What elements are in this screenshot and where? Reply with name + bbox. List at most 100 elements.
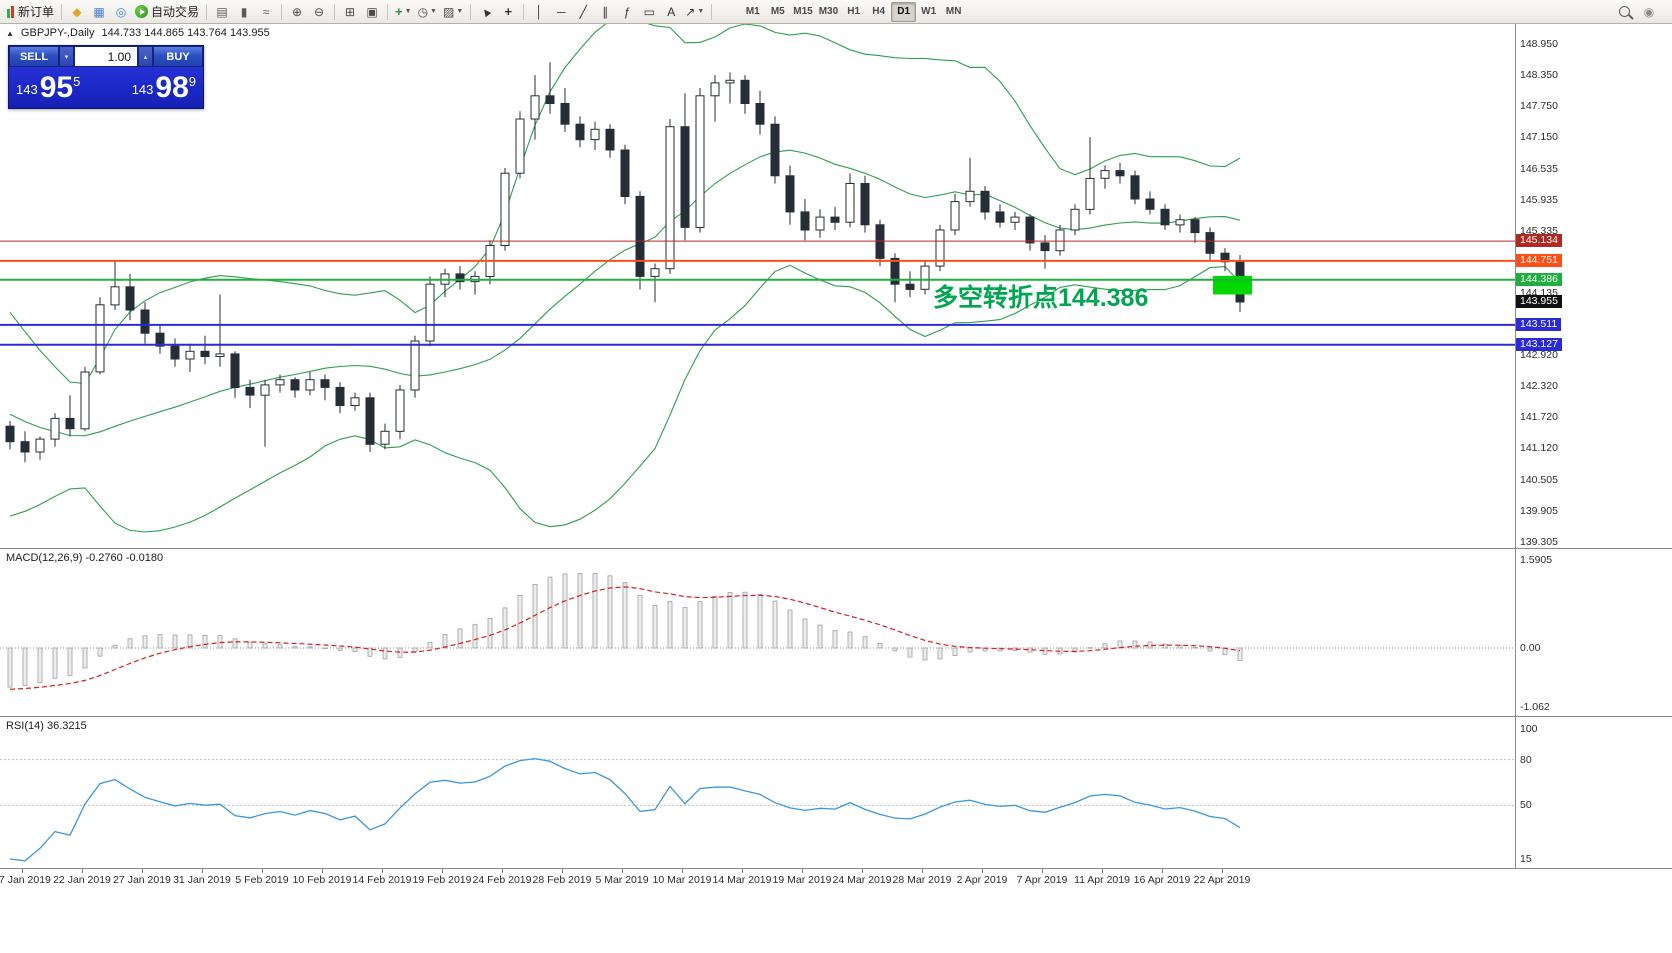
annotation-text[interactable]: 多空转折点144.386	[933, 283, 1148, 312]
cursor-button[interactable]: ▲	[475, 2, 497, 22]
macd-bar	[1042, 647, 1048, 655]
macd-bar	[967, 647, 973, 653]
candle-body	[995, 211, 1005, 223]
candle-body	[845, 183, 855, 223]
timeframe-d1-button[interactable]: D1	[891, 1, 917, 22]
zoom-in-button[interactable]: ⊕	[286, 2, 308, 22]
line-chart-button[interactable]: ≈	[255, 2, 277, 22]
macd-bar	[817, 624, 823, 649]
text-label-button[interactable]: A	[660, 2, 682, 22]
community-button[interactable]: ◉	[1638, 2, 1660, 22]
chart-search-button[interactable]	[1614, 2, 1638, 22]
candle-body	[215, 353, 225, 357]
zoom-out-icon: ⊖	[314, 4, 325, 19]
timeframe-h4-button[interactable]: H4	[866, 2, 891, 22]
date-label: 19 Mar 2019	[772, 874, 832, 886]
candle-body	[1160, 208, 1170, 226]
date-tick	[802, 869, 803, 873]
autotrading-button[interactable]: 自动交易	[132, 2, 202, 22]
metaeditor-icon: ◆	[72, 4, 82, 19]
candle-body	[650, 268, 660, 277]
indicators-button[interactable]: + ▼	[392, 2, 415, 22]
tile-windows-button[interactable]: ⊞	[339, 2, 361, 22]
rsi-panel-canvas[interactable]	[0, 717, 1515, 868]
bar-chart-button[interactable]: ▤	[211, 2, 233, 22]
sell-button[interactable]: SELL	[9, 46, 59, 67]
macd-bar	[1102, 643, 1108, 649]
timeframe-m5-button[interactable]: M5	[765, 2, 790, 22]
candle-body	[1145, 198, 1155, 210]
arrows-button[interactable]: ↗ ▼	[682, 2, 707, 22]
timeframe-mn-button[interactable]: MN	[941, 2, 966, 22]
panel-divider[interactable]	[0, 548, 1672, 549]
macd-bar	[37, 647, 43, 684]
macd-bar	[382, 647, 388, 660]
vertical-line-button[interactable]: │	[528, 2, 550, 22]
macd-bar	[217, 635, 223, 649]
buy-button[interactable]: BUY	[153, 46, 203, 67]
periods-button[interactable]: ◷ ▼	[415, 2, 440, 22]
date-label: 24 Feb 2019	[472, 874, 532, 886]
panel-divider[interactable]	[0, 716, 1672, 717]
trendline-button[interactable]: ╱	[572, 2, 594, 22]
timeframe-m15-button[interactable]: M15	[790, 2, 815, 22]
level-price-label: 143.127	[1516, 337, 1562, 351]
fibonacci-button[interactable]: ƒ	[616, 2, 638, 22]
macd-header: MACD(12,26,9) -0.2760 -0.0180	[6, 552, 164, 564]
horizontal-line-button[interactable]: ─	[550, 2, 572, 22]
timeframe-w1-button[interactable]: W1	[916, 2, 941, 22]
toolbar-right: ◉	[1614, 2, 1660, 22]
shapes-button[interactable]: ▭	[638, 2, 660, 22]
volume-decrease-button[interactable]: ▾	[59, 46, 74, 67]
timeframe-h1-button[interactable]: H1	[841, 2, 866, 22]
candle-body	[785, 175, 795, 213]
candle-body	[395, 389, 405, 432]
candle-body	[1100, 170, 1110, 179]
candle-body	[1025, 216, 1035, 244]
macd-bar	[1162, 643, 1168, 649]
arrange-windows-button[interactable]: ▣	[361, 2, 383, 22]
zoom-out-button[interactable]: ⊖	[308, 2, 330, 22]
macd-bar	[577, 573, 583, 649]
community-icon: ◉	[1643, 4, 1655, 19]
macd-bar	[547, 576, 553, 649]
templates-button[interactable]: ▨ ▼	[440, 2, 466, 22]
macd-panel-canvas[interactable]	[0, 549, 1515, 716]
volume-increase-button[interactable]: ▴	[138, 46, 153, 67]
macd-bar	[427, 642, 433, 649]
macd-signal-line	[9, 586, 1241, 690]
candle-body	[980, 190, 990, 213]
candle-body	[80, 371, 90, 430]
caret-down-icon: ▾	[64, 53, 69, 61]
candle-body	[725, 79, 735, 84]
macd-bar	[997, 647, 1003, 652]
date-label: 14 Feb 2019	[352, 874, 412, 886]
new-order-button[interactable]: 新订单	[4, 2, 57, 22]
toolbar-separator	[281, 3, 283, 20]
caret-up-icon: ▴	[143, 53, 148, 61]
macd-bar	[787, 609, 793, 649]
horizontal-level-lines[interactable]	[0, 240, 1515, 346]
metaeditor-button[interactable]: ◆	[66, 2, 88, 22]
candle-body	[935, 229, 945, 267]
candle-body	[560, 103, 570, 125]
equidistant-channel-button[interactable]: ∥	[594, 2, 616, 22]
crosshair-button[interactable]: +	[497, 2, 519, 22]
highlight-zone[interactable]	[1213, 275, 1252, 295]
macd-bar	[697, 601, 703, 649]
new-chart-button[interactable]: ▦	[88, 2, 110, 22]
volume-input[interactable]: 1.00	[74, 46, 138, 67]
timeframe-m1-button[interactable]: M1	[740, 2, 765, 22]
data-window-button[interactable]: ◎	[110, 2, 132, 22]
date-label: 5 Feb 2019	[235, 874, 289, 886]
dropdown-caret-icon: ▼	[430, 8, 437, 15]
main-chart-canvas[interactable]: 多空转折点144.386	[0, 24, 1515, 548]
timeframe-m30-button[interactable]: M30	[816, 2, 841, 22]
macd-bar	[157, 634, 163, 649]
candle-body	[530, 95, 540, 120]
candle-body	[410, 340, 420, 391]
macd-bar	[457, 628, 463, 649]
candlestick-chart-button[interactable]: ▮	[233, 2, 255, 22]
candle-body	[965, 190, 975, 203]
